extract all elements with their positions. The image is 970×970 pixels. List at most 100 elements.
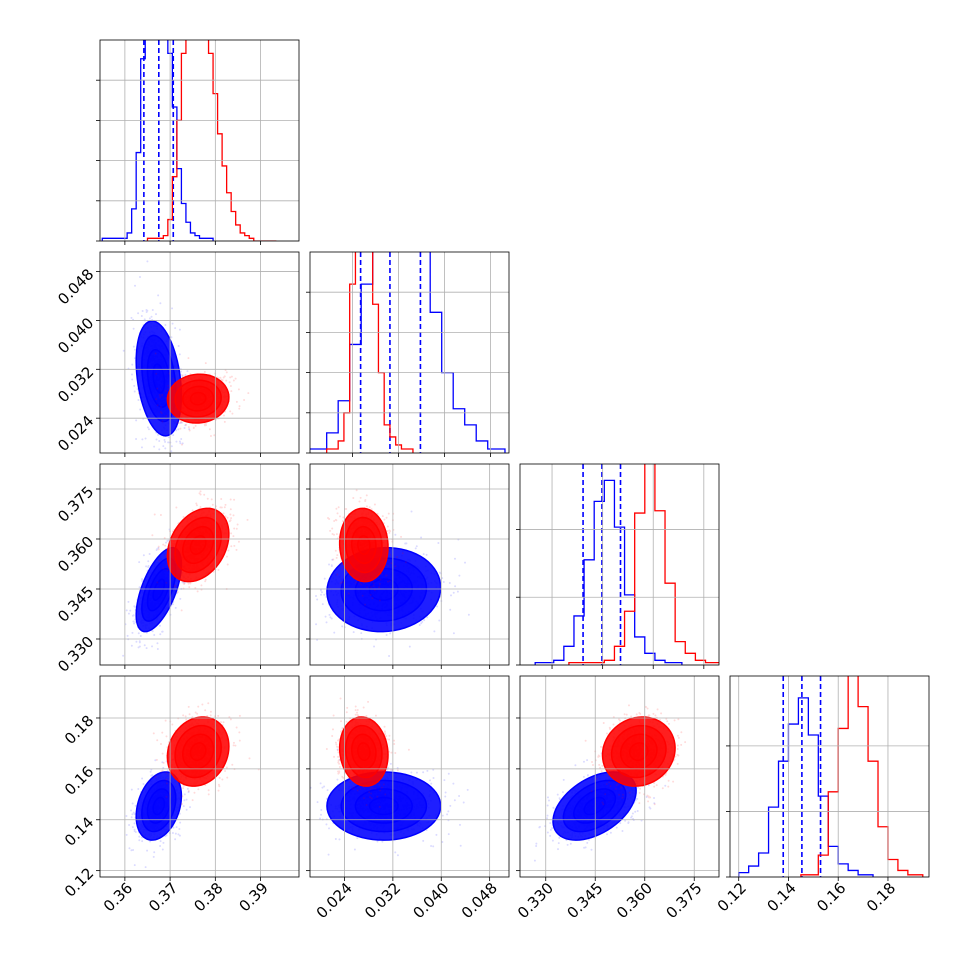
density-fill: [147, 568, 171, 611]
contour-line: [552, 771, 637, 841]
histogram-series-1: [800, 676, 924, 877]
density-fill: [357, 742, 370, 761]
density-fill: [355, 788, 413, 824]
contour-line: [344, 724, 383, 779]
density-fill: [190, 392, 206, 405]
panel-2-0: [122, 490, 249, 657]
panel-3-2-frame: [519, 675, 720, 878]
contour-line: [166, 507, 230, 583]
contour-line: [189, 742, 207, 761]
histogram-series-0: [534, 479, 683, 665]
density-fill: [182, 526, 214, 564]
x-tick-label: 0.032: [361, 879, 404, 922]
panel-1-1: [310, 252, 506, 453]
density-fill: [351, 734, 376, 769]
panel-3-1-frame: [309, 675, 510, 878]
contour-line: [189, 391, 207, 406]
x-tick-label: 0.16: [813, 879, 849, 915]
x-tick-label: 0.18: [863, 879, 899, 915]
panel-3-0-frame: [99, 675, 300, 878]
contour-line: [152, 363, 166, 394]
density-fill: [147, 349, 171, 408]
contour-line: [562, 779, 627, 833]
y-tick-label: 0.14: [61, 813, 97, 849]
x-tick-label: 0.375: [662, 879, 705, 922]
histogram-series-0: [738, 697, 874, 877]
x-tick-label: 0.12: [714, 879, 750, 915]
panel-2-1-frame: [309, 463, 510, 666]
x-tick-label: 0.36: [100, 879, 136, 915]
contour-line: [146, 348, 171, 408]
y-tick-label: 0.16: [61, 763, 97, 799]
density-fill: [357, 535, 370, 555]
x-tick-label: 0.330: [514, 879, 557, 922]
panel-3-2: [533, 704, 687, 862]
density-fill: [563, 780, 626, 832]
contour-line: [174, 724, 222, 779]
contour-line: [182, 385, 215, 412]
density-fill: [351, 526, 376, 564]
histogram-series-0: [310, 252, 506, 453]
panel-1-0: [122, 260, 250, 453]
x-tick-label: 0.14: [763, 879, 799, 915]
y-tick-label: 0.024: [54, 412, 97, 455]
panel-3-3-frame: [729, 675, 930, 878]
contour-line: [340, 779, 428, 833]
density-fill: [147, 788, 171, 824]
x-tick-label: 0.38: [190, 879, 226, 915]
density-fill: [369, 797, 399, 815]
contour-line: [182, 525, 215, 565]
panel-2-2-frame: [519, 463, 720, 666]
histogram-series-0: [101, 40, 214, 241]
density-fill: [341, 780, 427, 832]
panel-1-0-frame: [99, 251, 300, 454]
contour-line: [174, 516, 222, 574]
contour-line: [357, 742, 371, 761]
y-tick-label: 0.330: [54, 633, 97, 676]
panel-2-0-frame: [99, 463, 300, 666]
contour-line: [174, 379, 222, 418]
y-tick-label: 0.040: [54, 314, 97, 357]
x-tick-label: 0.37: [145, 879, 181, 915]
contour-line: [573, 788, 617, 824]
density-fill: [153, 579, 165, 601]
contour-line: [338, 716, 389, 787]
y-tick-label: 0.360: [54, 533, 97, 576]
density-fill: [153, 797, 165, 815]
histogram-series-1: [326, 252, 414, 453]
x-tick-label: 0.39: [236, 879, 272, 915]
density-fill: [190, 535, 206, 555]
contour-line: [326, 546, 442, 633]
contour-line: [141, 334, 177, 423]
y-tick-label: 0.12: [61, 864, 97, 900]
panel-3-3: [738, 676, 924, 877]
density-fill: [620, 734, 657, 769]
y-tick-label: 0.18: [61, 712, 97, 748]
contour-line: [368, 578, 399, 601]
panel-3-0: [125, 702, 260, 877]
contour-line: [601, 716, 676, 787]
y-tick-label: 0.345: [54, 583, 97, 626]
contour-line: [354, 788, 413, 824]
x-tick-label: 0.048: [458, 879, 501, 922]
density-fill: [182, 386, 214, 411]
panel-2-1: [315, 489, 470, 658]
contour-line: [628, 742, 649, 761]
contour-line: [350, 525, 377, 565]
density-fill: [175, 517, 222, 573]
y-tick-label: 0.375: [54, 483, 97, 526]
contour-line: [357, 535, 371, 555]
x-tick-label: 0.360: [613, 879, 656, 922]
panel-0-0-frame: [99, 39, 300, 242]
x-tick-label: 0.345: [563, 879, 606, 922]
panel-1-1-frame: [309, 251, 510, 454]
density-fill: [190, 742, 206, 761]
contour-line: [344, 516, 383, 574]
histogram-series-1: [146, 40, 277, 241]
contour-line: [141, 779, 177, 833]
contour-line: [338, 507, 389, 583]
histogram-series-1: [568, 464, 719, 665]
contour-line: [166, 716, 230, 787]
density-fill: [369, 579, 399, 601]
